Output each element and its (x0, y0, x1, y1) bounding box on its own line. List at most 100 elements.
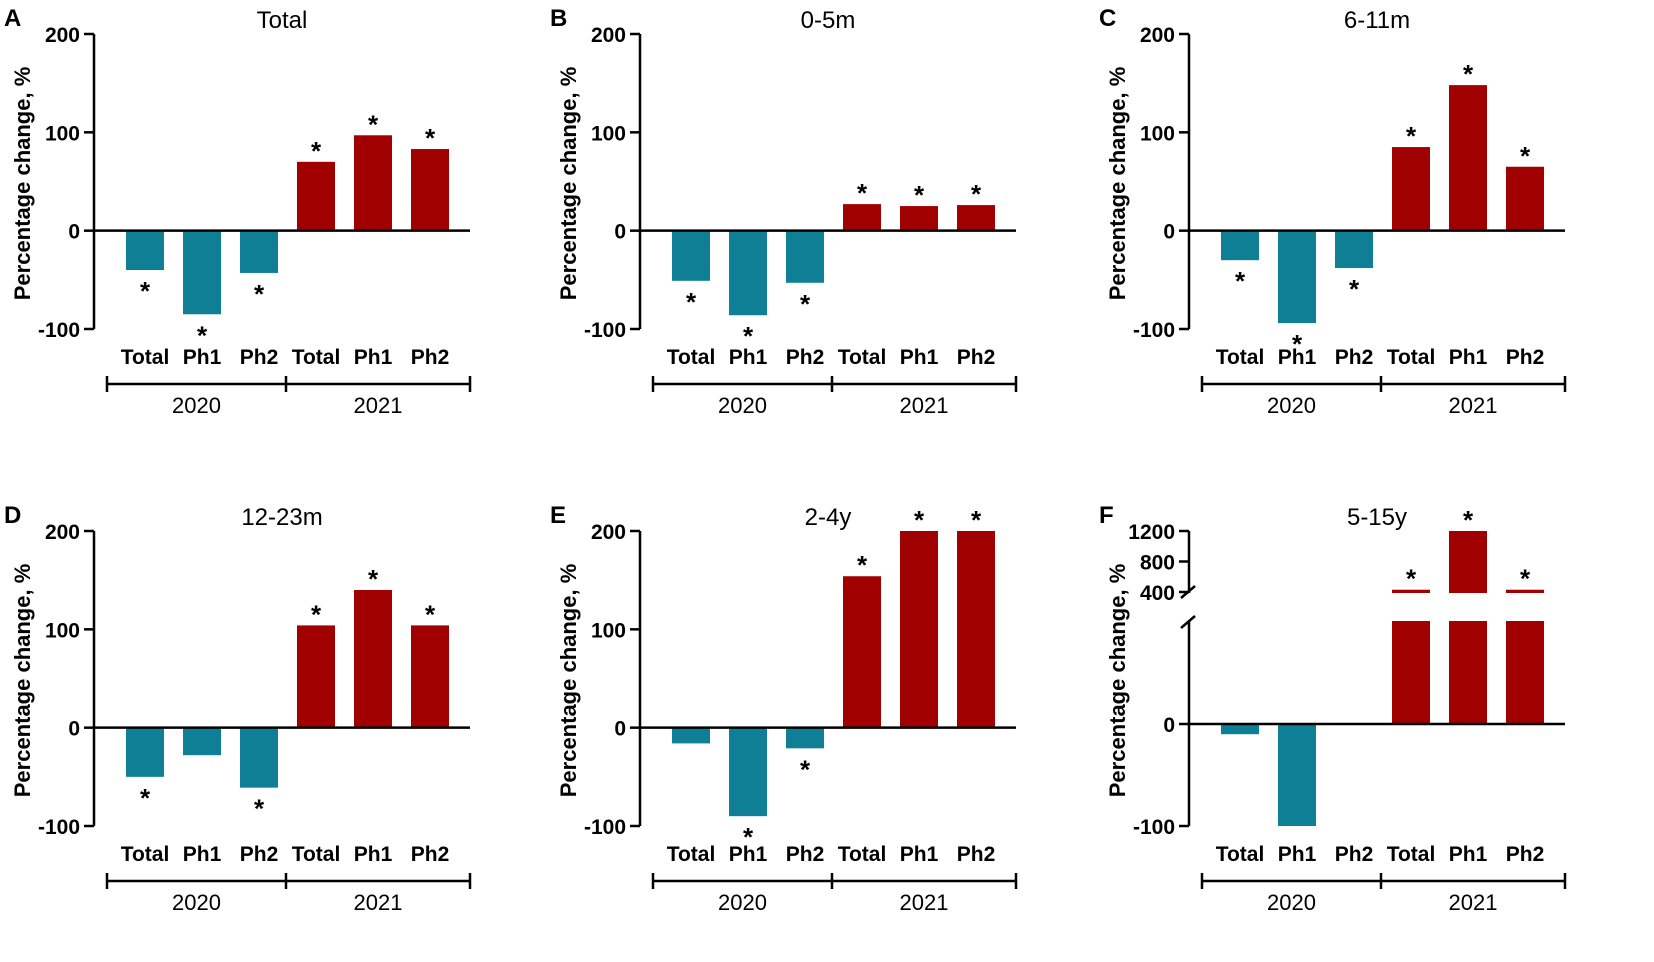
bar (957, 205, 995, 231)
x-tick-label: Total (1387, 346, 1436, 369)
panel-letter: F (1099, 502, 1114, 529)
group-label: 2020 (172, 393, 221, 418)
panel-letter: A (4, 5, 21, 32)
y-axis-label: Percentage change, % (1105, 564, 1130, 798)
bar (1278, 230, 1316, 324)
significance-star: * (1235, 266, 1246, 296)
bar (240, 230, 278, 273)
y-tick-label: -100 (1133, 816, 1175, 839)
x-tick-label: Ph2 (411, 346, 450, 369)
significance-star: * (1520, 141, 1531, 171)
bar (1506, 166, 1544, 231)
y-tick-label: 0 (1163, 714, 1175, 737)
x-tick-label: Ph2 (1335, 346, 1374, 369)
bar (1506, 589, 1544, 593)
x-tick-label: Ph1 (1449, 843, 1488, 866)
y-tick-label: 0 (614, 718, 626, 741)
bar (411, 149, 449, 231)
y-tick-label: 100 (45, 122, 80, 145)
panel-d: D 12-23m Percentage change, %-100 0 100 200 * T… (4, 502, 472, 915)
x-tick-label: Total (838, 843, 887, 866)
panel-f: F 5-15y Percentage change, %-100 0 400 800 120… (1099, 502, 1567, 915)
bar (786, 230, 824, 283)
y-tick-label: -100 (584, 319, 626, 342)
bar (1392, 589, 1430, 593)
bar (1506, 621, 1544, 724)
panel-letter: C (1099, 5, 1116, 32)
bar (411, 625, 449, 728)
bar (957, 531, 995, 728)
y-tick-label: 100 (45, 619, 80, 642)
group-label: 2021 (900, 393, 949, 418)
significance-star: * (743, 321, 754, 351)
axis-break-mark (1180, 615, 1196, 629)
significance-star: * (425, 599, 436, 629)
chart-title: 12-23m (241, 504, 322, 531)
x-tick-label: Ph1 (900, 843, 939, 866)
x-tick-label: Ph1 (183, 843, 222, 866)
group-label: 2021 (354, 393, 403, 418)
x-tick-label: Total (1387, 843, 1436, 866)
bar (240, 727, 278, 788)
x-tick-label: Ph1 (183, 346, 222, 369)
x-tick-label: Total (667, 843, 716, 866)
x-tick-label: Ph2 (1506, 843, 1545, 866)
y-tick-label: 200 (45, 521, 80, 544)
significance-star: * (914, 505, 925, 535)
bar (354, 590, 392, 728)
y-tick-label: -100 (584, 816, 626, 839)
y-tick-label: 800 (1140, 552, 1175, 575)
significance-star: * (140, 783, 151, 813)
group-label: 2020 (718, 393, 767, 418)
group-label: 2020 (172, 890, 221, 915)
significance-star: * (686, 287, 697, 317)
bar (729, 230, 767, 316)
bar (1278, 724, 1316, 826)
significance-star: * (368, 109, 379, 139)
bar (297, 625, 335, 728)
bar (672, 727, 710, 744)
x-tick-label: Ph1 (1278, 843, 1317, 866)
bar (786, 727, 824, 749)
x-tick-label: Ph1 (729, 346, 768, 369)
bar (843, 576, 881, 728)
significance-star: * (914, 180, 925, 210)
y-tick-label: 400 (1140, 582, 1175, 605)
bar (843, 204, 881, 231)
bar (1335, 230, 1373, 269)
x-tick-label: Ph2 (411, 843, 450, 866)
bar (126, 727, 164, 777)
bar (1221, 724, 1259, 735)
x-tick-label: Total (292, 843, 341, 866)
x-tick-label: Ph2 (957, 346, 996, 369)
significance-star: * (311, 599, 322, 629)
x-tick-label: Ph1 (900, 346, 939, 369)
chart-title: 0-5m (801, 7, 856, 34)
bar (1449, 621, 1487, 724)
y-tick-label: 100 (591, 122, 626, 145)
y-axis-label: Percentage change, % (556, 564, 581, 798)
x-tick-label: Total (121, 843, 170, 866)
bar (354, 135, 392, 231)
x-tick-label: Total (1216, 346, 1265, 369)
significance-star: * (1406, 121, 1417, 151)
bar (1221, 230, 1259, 261)
y-tick-label: -100 (38, 319, 80, 342)
significance-star: * (1406, 564, 1417, 594)
x-tick-label: Ph2 (240, 346, 279, 369)
group-label: 2021 (900, 890, 949, 915)
y-tick-label: 200 (1140, 24, 1175, 47)
bar (183, 230, 221, 315)
panel-letter: E (550, 502, 566, 529)
y-tick-label: 0 (614, 221, 626, 244)
panel-letter: B (550, 5, 567, 32)
bar (729, 727, 767, 817)
bar (1392, 147, 1430, 231)
bar (1449, 85, 1487, 231)
chart-title: Total (257, 7, 308, 34)
significance-star: * (971, 505, 982, 535)
group-label: 2021 (1449, 393, 1498, 418)
x-tick-label: Ph2 (957, 843, 996, 866)
group-label: 2021 (354, 890, 403, 915)
